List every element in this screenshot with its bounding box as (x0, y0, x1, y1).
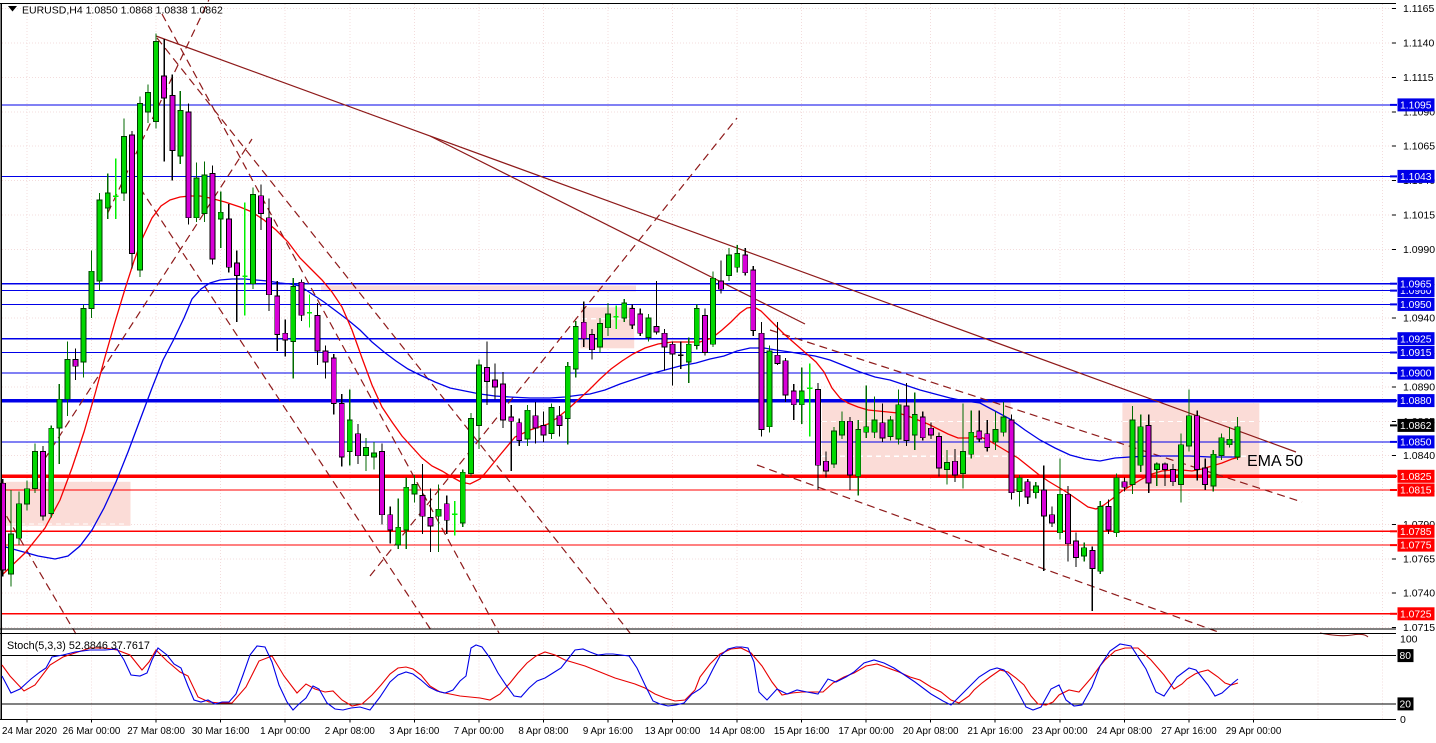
svg-text:1.1015: 1.1015 (1403, 209, 1435, 221)
svg-text:1.1065: 1.1065 (1403, 141, 1435, 153)
svg-text:1.0890: 1.0890 (1403, 381, 1435, 393)
svg-text:1.1095: 1.1095 (1400, 101, 1432, 112)
svg-text:1.0925: 1.0925 (1400, 334, 1432, 345)
svg-text:1.0900: 1.0900 (1400, 369, 1432, 380)
svg-text:1.1115: 1.1115 (1403, 72, 1434, 84)
svg-text:100: 100 (1400, 634, 1418, 646)
svg-text:1.0940: 1.0940 (1403, 313, 1435, 325)
svg-text:1 Apr 00:00: 1 Apr 00:00 (260, 726, 311, 737)
svg-text:EMA 50: EMA 50 (1247, 453, 1303, 470)
svg-text:8 Apr 08:00: 8 Apr 08:00 (518, 726, 569, 737)
svg-text:1.0815: 1.0815 (1400, 486, 1432, 497)
svg-text:1.0740: 1.0740 (1403, 588, 1435, 600)
svg-text:26 Mar 00:00: 26 Mar 00:00 (63, 726, 121, 737)
svg-text:1.1043: 1.1043 (1400, 172, 1432, 183)
svg-text:1.0775: 1.0775 (1400, 541, 1432, 552)
svg-text:1.0880: 1.0880 (1400, 396, 1432, 407)
svg-text:27 Mar 08:00: 27 Mar 08:00 (127, 726, 185, 737)
svg-text:1.0915: 1.0915 (1400, 348, 1432, 359)
svg-text:1.0862: 1.0862 (1400, 421, 1432, 432)
svg-text:13 Apr 00:00: 13 Apr 00:00 (645, 726, 701, 737)
svg-text:24 Mar 2020: 24 Mar 2020 (2, 726, 58, 737)
svg-text:1.0825: 1.0825 (1400, 472, 1432, 483)
svg-text:24 Apr 08:00: 24 Apr 08:00 (1097, 726, 1153, 737)
svg-text:23 Apr 00:00: 23 Apr 00:00 (1032, 726, 1088, 737)
svg-text:29 Apr 00:00: 29 Apr 00:00 (1226, 726, 1282, 737)
svg-text:1.1140: 1.1140 (1403, 38, 1434, 50)
svg-text:17 Apr 00:00: 17 Apr 00:00 (838, 726, 894, 737)
svg-text:1.0850: 1.0850 (1400, 438, 1432, 449)
svg-text:1.0950: 1.0950 (1400, 300, 1432, 311)
svg-text:1.0765: 1.0765 (1403, 553, 1435, 565)
svg-text:3 Apr 16:00: 3 Apr 16:00 (389, 726, 440, 737)
svg-text:80: 80 (1400, 651, 1412, 662)
svg-text:30 Mar 16:00: 30 Mar 16:00 (192, 726, 250, 737)
svg-text:20 Apr 08:00: 20 Apr 08:00 (903, 726, 959, 737)
svg-text:7 Apr 00:00: 7 Apr 00:00 (454, 726, 505, 737)
svg-text:27 Apr 16:00: 27 Apr 16:00 (1161, 726, 1217, 737)
svg-text:20: 20 (1400, 700, 1412, 711)
svg-text:9 Apr 16:00: 9 Apr 16:00 (583, 726, 634, 737)
svg-text:14 Apr 08:00: 14 Apr 08:00 (709, 726, 765, 737)
svg-text:1.0990: 1.0990 (1403, 244, 1435, 256)
svg-text:0: 0 (1400, 714, 1406, 726)
svg-text:2 Apr 08:00: 2 Apr 08:00 (325, 726, 376, 737)
svg-text:1.1165: 1.1165 (1403, 3, 1434, 15)
svg-text:1.0785: 1.0785 (1400, 527, 1432, 538)
svg-text:1.0840: 1.0840 (1403, 450, 1435, 462)
svg-text:1.0960: 1.0960 (1400, 286, 1432, 297)
svg-text:1.0725: 1.0725 (1400, 609, 1432, 620)
svg-text:21 Apr 16:00: 21 Apr 16:00 (967, 726, 1023, 737)
svg-text:EURUSD,H4 1.0850 1.0868 1.083: EURUSD,H4 1.0850 1.0868 1.0838 1.0862 (22, 5, 223, 17)
svg-text:Stoch(5,3,3) 52.8846 37.7617: Stoch(5,3,3) 52.8846 37.7617 (7, 640, 150, 652)
svg-text:1.0715: 1.0715 (1403, 622, 1435, 634)
svg-text:1.0965: 1.0965 (1400, 279, 1432, 290)
svg-text:15 Apr 16:00: 15 Apr 16:00 (774, 726, 830, 737)
